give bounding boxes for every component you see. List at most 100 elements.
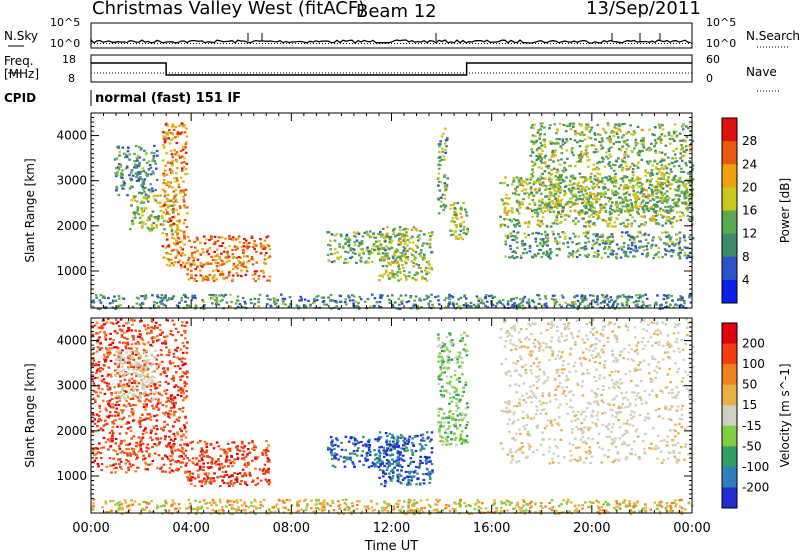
- velocity-cell-0-525: [613, 506, 617, 509]
- velocity-cell-0-562: [148, 510, 151, 513]
- power-cell-11-762: [675, 134, 679, 137]
- velocity-cell-1-158: [119, 318, 123, 321]
- power-cell-9-397: [614, 225, 617, 228]
- power-cell-9-97: [687, 194, 691, 197]
- power-cell-11-121: [530, 148, 534, 151]
- velocity-cell-1-468: [119, 465, 122, 469]
- power-cell-4-250: [255, 270, 258, 273]
- power-cell-10-291: [608, 245, 611, 249]
- power-cell-7-9: [443, 142, 447, 145]
- power-cell-0-454: [113, 299, 117, 302]
- velocity-cell-1-121: [91, 377, 94, 381]
- power-cell-9-481: [686, 209, 689, 212]
- power-cell-11-128: [553, 151, 556, 154]
- power-cell-3-257: [179, 189, 183, 192]
- power-cell-5-128: [383, 235, 387, 238]
- power-cell-7-54: [442, 155, 446, 158]
- power-cell-3-242: [174, 180, 177, 183]
- power-cell-9-410: [672, 215, 676, 219]
- power-cell-9-501: [518, 204, 521, 208]
- power-cell-0-154: [625, 295, 628, 299]
- power-cell-11-664: [537, 177, 540, 180]
- power-cell-3-193: [174, 188, 177, 191]
- power-cell-9-293: [649, 183, 652, 186]
- velocity-cell-1-253: [106, 388, 110, 391]
- power-cell-0-420: [215, 302, 219, 305]
- power-cell-11-195: [681, 211, 684, 215]
- power-cell-0-349: [322, 296, 326, 299]
- power-cell-0-190: [98, 299, 101, 302]
- velocity-cell-0-537: [241, 509, 244, 512]
- power-cell-0-166: [596, 297, 600, 300]
- power-cell-10-335: [678, 231, 682, 234]
- power-cell-4-90: [266, 235, 270, 238]
- power-cell-3-234: [163, 137, 167, 140]
- power-cell-0-331: [131, 305, 135, 308]
- power-cell-11-40: [562, 170, 565, 174]
- power-cell-4-219: [255, 250, 258, 253]
- velocity-cell-0-166: [548, 501, 551, 504]
- power-cell-11-399: [548, 190, 551, 193]
- power-cell-10-328: [523, 248, 527, 251]
- power-cell-4-37: [247, 241, 251, 245]
- power-cell-10-228: [645, 245, 648, 248]
- power-cell-4-87: [253, 270, 257, 273]
- power-cell-1-108: [142, 182, 146, 185]
- power-cell-9-631: [658, 199, 662, 203]
- power-cell-11-221: [625, 207, 629, 210]
- power-cell-0-490: [486, 306, 490, 309]
- velocity-cell-0-61: [118, 501, 121, 504]
- velocity-cell-0-150: [355, 508, 359, 511]
- power-cell-9-517: [640, 188, 644, 191]
- power-cell-9-658: [584, 196, 588, 199]
- velocity-cell-0-240: [539, 512, 543, 515]
- velocity-cell-1-39: [91, 333, 95, 336]
- power-cell-6-132: [422, 258, 425, 261]
- power-cell-1-56: [155, 178, 159, 181]
- power-cell-10-285: [661, 256, 664, 259]
- velocity-cell-0-571: [344, 503, 348, 506]
- velocity-cell-0-384: [638, 510, 641, 513]
- velocity-cell-0-511: [231, 507, 234, 510]
- power-cell-5-97: [330, 260, 334, 264]
- power-cell-11-742: [648, 160, 652, 163]
- power-cell-4-188: [199, 274, 203, 277]
- power-cell-5-141: [350, 255, 354, 258]
- power-cell-3-37: [170, 153, 174, 156]
- velocity-cell-1-189: [108, 386, 112, 389]
- power-cell-9-478: [529, 186, 533, 189]
- power-cell-11-536: [608, 200, 611, 203]
- power-cell-11-340: [552, 187, 555, 190]
- power-cell-3-238: [171, 208, 175, 211]
- power-cell-1-136: [135, 175, 138, 178]
- power-cell-0-423: [634, 304, 638, 307]
- power-cell-0-29: [215, 297, 218, 300]
- velocity-cell-0-319: [626, 505, 629, 508]
- power-cell-0-47: [450, 295, 453, 298]
- power-cell-11-9: [541, 122, 544, 125]
- power-cell-11-180: [530, 126, 533, 129]
- power-cell-5-3: [398, 251, 402, 254]
- power-cell-3-231: [172, 125, 175, 128]
- power-cell-2-84: [167, 212, 171, 216]
- power-cell-4-180: [205, 275, 208, 278]
- velocity-cell-0-451: [597, 507, 601, 510]
- power-cell-10-198: [567, 255, 570, 258]
- power-cell-1-95: [136, 154, 140, 157]
- power-cell-1-79: [128, 153, 131, 156]
- power-cell-9-446: [512, 218, 516, 221]
- power-cell-11-745: [598, 140, 601, 143]
- velocity-cell-0-18: [581, 507, 584, 510]
- power-cell-11-729: [618, 165, 621, 168]
- power-cell-0-320: [637, 300, 641, 303]
- velocity-cell-1-211: [134, 404, 137, 407]
- power-cell-11-637: [609, 177, 612, 181]
- power-cell-3-102: [176, 135, 179, 138]
- velocity-cell-0-243: [151, 510, 155, 514]
- velocity-cell-0-194: [146, 501, 150, 505]
- power-cell-4-99: [242, 245, 245, 248]
- power-cell-5-20: [404, 260, 407, 263]
- power-cell-9-425: [622, 221, 625, 225]
- power-cell-11-522: [599, 209, 603, 212]
- power-cell-3-247: [170, 262, 174, 265]
